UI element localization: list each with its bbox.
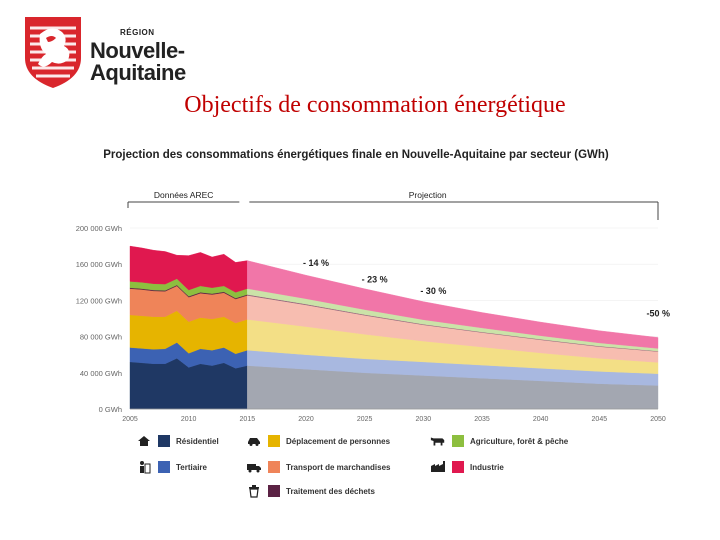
car-icon: [246, 434, 262, 448]
chart-title: Projection des consommations énergétique…: [103, 149, 609, 161]
reduction-annotation: - 30 %: [420, 286, 446, 296]
y-tick-label: 80 000 GWh: [80, 333, 122, 342]
x-tick-label: 2015: [240, 416, 256, 423]
trash-can-icon: [246, 484, 262, 498]
y-tick-label: 200 000 GWh: [76, 224, 122, 233]
x-tick-label: 2010: [181, 416, 197, 423]
x-tick-label: 2005: [122, 416, 138, 423]
office-worker-icon: [136, 460, 152, 474]
region-logo: RÉGION Nouvelle- Aquitaine: [22, 14, 192, 94]
period-label: Projection: [409, 190, 447, 200]
logo-name-line2: Aquitaine: [90, 60, 186, 85]
x-tick-label: 2040: [533, 416, 549, 423]
legend-item-agriculture: Agriculture, forêt & pêche: [430, 434, 568, 448]
legend-item-tertiaire: Tertiaire: [136, 460, 207, 474]
x-tick-label: 2035: [474, 416, 490, 423]
lion-shield-icon: [25, 17, 81, 88]
x-tick-label: 2045: [592, 416, 608, 423]
truck-icon: [246, 460, 262, 474]
legend-label: Résidentiel: [176, 436, 219, 446]
y-tick-label: 120 000 GWh: [76, 296, 122, 305]
logo-name-line1: Nouvelle-: [90, 38, 185, 63]
x-tick-label: 2025: [357, 416, 373, 423]
legend-item-industrie: Industrie: [430, 460, 504, 474]
legend-swatch: [268, 461, 280, 473]
reduction-annotation: - 23 %: [362, 274, 388, 284]
legend-swatch: [452, 461, 464, 473]
reduction-annotation: - 14 %: [303, 258, 329, 268]
legend-label: Transport de marchandises: [286, 462, 391, 472]
factory-icon: [430, 460, 446, 474]
x-tick-label: 2020: [298, 416, 314, 423]
legend-swatch: [268, 435, 280, 447]
logo-region-label: RÉGION: [120, 28, 155, 37]
legend-label: Industrie: [470, 462, 504, 472]
legend-swatch: [158, 435, 170, 447]
y-tick-label: 40 000 GWh: [80, 369, 122, 378]
x-tick-label: 2050: [650, 416, 666, 423]
reduction-annotation: -50 %: [646, 309, 670, 319]
legend-swatch: [158, 461, 170, 473]
legend-label: Traitement des déchets: [286, 486, 375, 496]
legend-label: Déplacement de personnes: [286, 436, 391, 446]
legend-item-marchandises: Transport de marchandises: [246, 460, 390, 474]
consumption-area-chart: Données AREC Projection 0 GWh 40 000 GWh 80 …: [76, 190, 670, 423]
legend-item-residentiel: Résidentiel: [136, 434, 219, 448]
x-tick-label: 2030: [416, 416, 432, 423]
y-tick-label: 0 GWh: [99, 405, 122, 414]
cow-icon: [430, 434, 446, 448]
legend-item-dechets: Traitement des déchets: [246, 484, 375, 498]
area-projection-industrie: [247, 260, 659, 349]
legend-swatch: [268, 485, 280, 497]
legend-label: Tertiaire: [176, 462, 207, 472]
period-label: Données AREC: [154, 190, 214, 200]
legend-label: Agriculture, forêt & pêche: [470, 436, 569, 446]
slide-title: Objectifs de consommation énergétique: [184, 92, 566, 118]
house-icon: [136, 434, 152, 448]
y-tick-label: 160 000 GWh: [76, 260, 122, 269]
legend-item-deplacement: Déplacement de personnes: [246, 434, 390, 448]
legend-swatch: [452, 435, 464, 447]
chart-legend: Résidentiel Déplacement de personnes Agr…: [136, 430, 696, 530]
